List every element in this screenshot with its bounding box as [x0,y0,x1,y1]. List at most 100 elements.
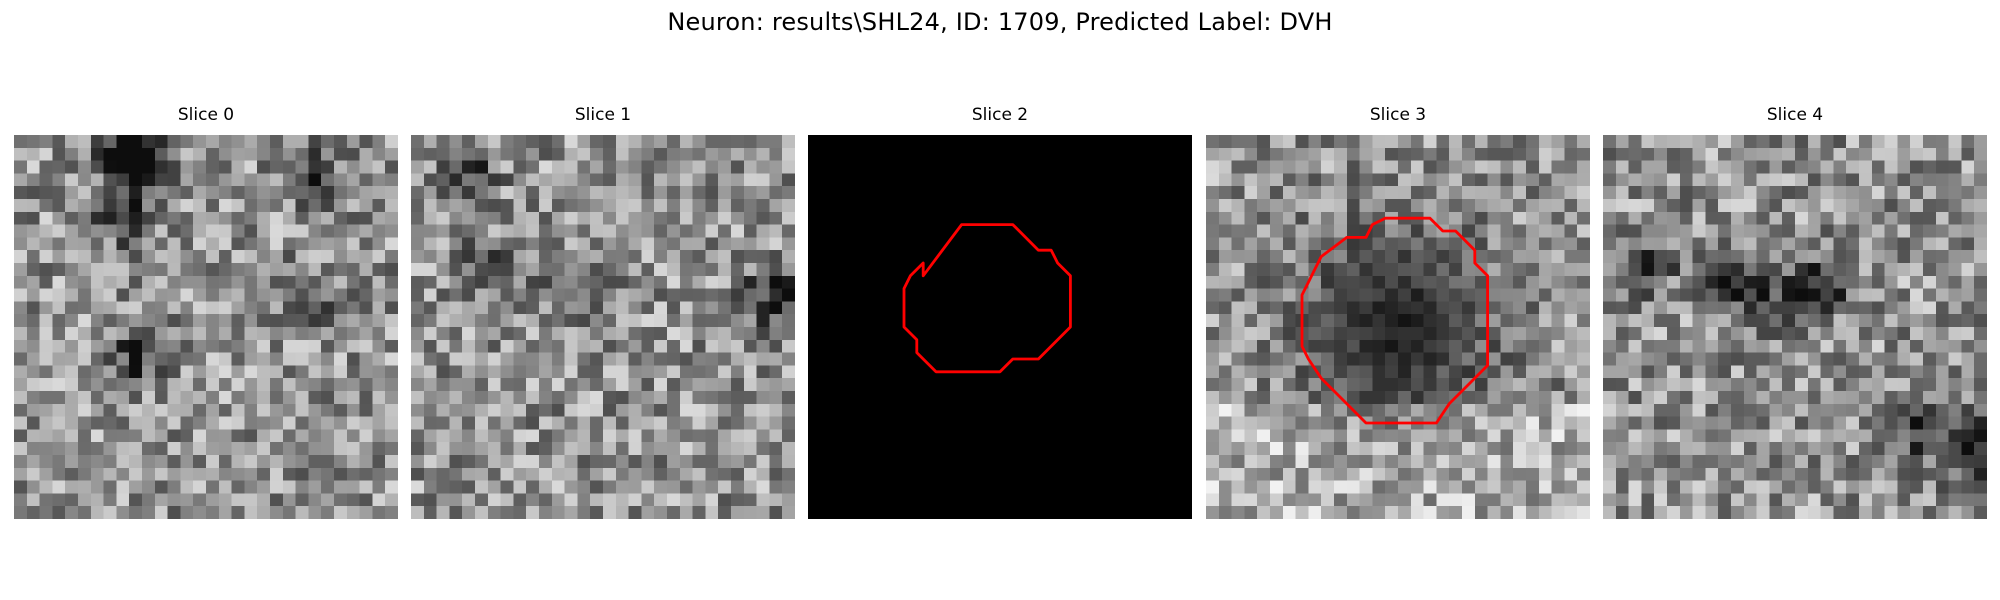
pixel [1538,173,1552,187]
pixel [14,160,28,174]
pixel [513,506,527,519]
pixel [1321,135,1335,149]
pixel [641,160,655,174]
pixel [103,199,117,213]
pixel [411,352,425,366]
pixel [39,275,53,289]
pixel [1910,288,1924,302]
pixel [667,480,681,494]
pixel [539,147,553,161]
pixel [615,416,629,430]
pixel [1871,199,1885,213]
pixel [1820,275,1834,289]
pixel [1359,288,1373,302]
pixel [731,288,745,302]
pixel [1603,211,1617,225]
pixel [372,467,386,481]
pixel [52,147,66,161]
pixel [1244,442,1258,456]
pixel [1346,275,1360,289]
pixel [577,480,591,494]
pixel [1500,467,1514,481]
pixel [718,429,732,443]
pixel [1935,263,1949,277]
pixel [1641,288,1655,302]
pixel [1833,416,1847,430]
pixel [218,135,232,149]
pixel [1564,378,1578,392]
pixel [1436,352,1450,366]
pixel [1564,199,1578,213]
pixel [90,275,104,289]
pixel [667,301,681,315]
pixel [78,250,92,264]
pixel [539,237,553,251]
pixel [462,173,476,187]
pixel [1346,186,1360,200]
pixel [1206,199,1220,213]
pixel [1948,403,1962,417]
pixel [1769,442,1783,456]
pixel [756,275,770,289]
pixel [411,506,425,519]
pixel [551,403,565,417]
pixel [218,314,232,328]
pixel [782,224,795,238]
pixel [1603,391,1617,405]
pixel [1923,352,1937,366]
pixel [1372,339,1386,353]
pixel [1436,378,1450,392]
pixel [1743,339,1757,353]
pixel [1257,301,1271,315]
pixel [1462,275,1476,289]
pixel [692,224,706,238]
pixel [628,275,642,289]
pixel [1334,339,1348,353]
pixel [1500,506,1514,519]
pixel [372,403,386,417]
pixel [1923,160,1937,174]
pixel [667,237,681,251]
pixel [1449,199,1463,213]
pixel [14,147,28,161]
pixel [1615,135,1629,149]
pixel [1423,339,1437,353]
pixel [1206,416,1220,430]
pixel [731,135,745,149]
pixel [1423,455,1437,469]
pixel [1705,442,1719,456]
pixel [1308,301,1322,315]
pixel [487,224,501,238]
pixel [449,263,463,277]
pixel [1206,391,1220,405]
pixel [1526,135,1540,149]
pixel [65,391,79,405]
pixel [692,199,706,213]
pixel [334,250,348,264]
pixel [705,442,719,456]
pixel [1820,506,1834,519]
pixel [1372,301,1386,315]
pixel [475,327,489,341]
pixel [65,416,79,430]
pixel [206,506,220,519]
pixel [1564,263,1578,277]
pixel [1206,237,1220,251]
pixel [1897,250,1911,264]
pixel [346,288,360,302]
pixel [1282,301,1296,315]
pixel [1551,467,1565,481]
pixel [1295,429,1309,443]
pixel [1705,391,1719,405]
pixel [1321,493,1335,507]
pixel [1871,160,1885,174]
pixel [1603,301,1617,315]
pixel [436,467,450,481]
pixel [346,301,360,315]
pixel [1974,327,1987,341]
pixel [1270,493,1284,507]
pixel [756,429,770,443]
pixel [1884,147,1898,161]
pixel [1359,301,1373,315]
pixel [1218,391,1232,405]
